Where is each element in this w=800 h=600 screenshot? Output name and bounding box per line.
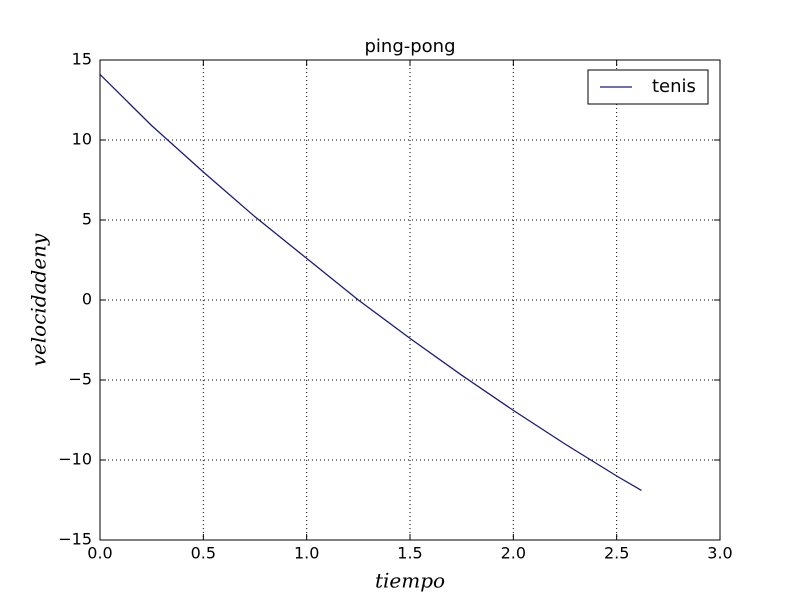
x-tick-label: 0.5 [191, 544, 216, 563]
y-tick-label: −5 [68, 370, 92, 389]
y-tick-label: −15 [58, 530, 92, 549]
y-tick-label: −10 [58, 450, 92, 469]
y-axis-label: velocidadeny [27, 233, 51, 366]
x-tick-label: 2.5 [604, 544, 629, 563]
x-tick-label: 3.0 [707, 544, 732, 563]
line-series [99, 73, 642, 491]
x-tick-label: 0.0 [87, 544, 112, 563]
x-axis-label: tiempo [375, 569, 445, 593]
chart-title: ping-pong [364, 36, 455, 57]
legend-label: tenis [652, 76, 696, 97]
y-tick-label: 10 [72, 130, 92, 149]
x-tick-label: 1.5 [397, 544, 422, 563]
y-tick-label: 15 [72, 50, 92, 69]
x-tick-label: 2.0 [501, 544, 526, 563]
y-tick-label: 5 [82, 210, 92, 229]
x-tick-label: 1.0 [294, 544, 319, 563]
plot-frame [99, 59, 721, 541]
y-tick-label: 0 [82, 290, 92, 309]
